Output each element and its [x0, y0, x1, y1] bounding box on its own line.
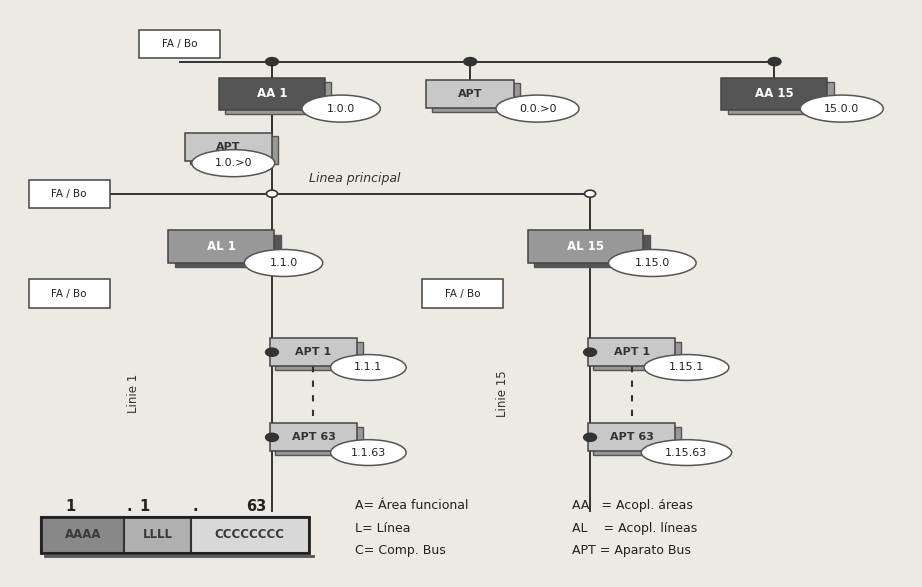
Text: 1: 1: [139, 498, 149, 514]
Ellipse shape: [800, 95, 883, 122]
Ellipse shape: [244, 249, 323, 276]
FancyBboxPatch shape: [431, 83, 519, 112]
FancyBboxPatch shape: [41, 517, 124, 553]
Text: 1.15.63: 1.15.63: [666, 447, 707, 458]
Ellipse shape: [330, 440, 406, 465]
Text: FA / Bo: FA / Bo: [162, 39, 197, 49]
Text: FA / Bo: FA / Bo: [52, 288, 87, 299]
Text: 1.15.1: 1.15.1: [668, 362, 704, 373]
FancyBboxPatch shape: [168, 230, 275, 263]
Text: .: .: [193, 498, 198, 514]
Text: 1.1.63: 1.1.63: [350, 447, 386, 458]
FancyBboxPatch shape: [527, 230, 644, 263]
Text: LLLL: LLLL: [143, 528, 172, 541]
Circle shape: [584, 348, 597, 356]
FancyBboxPatch shape: [728, 82, 833, 114]
Text: CCCCCCCC: CCCCCCCC: [215, 528, 285, 541]
Text: APT 1: APT 1: [613, 347, 650, 357]
Circle shape: [266, 58, 278, 66]
FancyBboxPatch shape: [721, 77, 828, 110]
Text: APT 63: APT 63: [291, 432, 336, 443]
Text: APT: APT: [458, 89, 482, 99]
Text: 15.0.0: 15.0.0: [824, 103, 859, 114]
FancyBboxPatch shape: [124, 517, 191, 553]
Text: APT = Aparato Bus: APT = Aparato Bus: [572, 544, 691, 557]
Circle shape: [464, 58, 477, 66]
Ellipse shape: [642, 440, 732, 465]
Circle shape: [768, 58, 781, 66]
FancyBboxPatch shape: [426, 80, 514, 108]
Ellipse shape: [192, 150, 275, 177]
Text: 1.1.1: 1.1.1: [354, 362, 383, 373]
FancyBboxPatch shape: [588, 423, 675, 451]
Text: AL    = Acopl. líneas: AL = Acopl. líneas: [572, 522, 697, 535]
Ellipse shape: [330, 355, 406, 380]
FancyBboxPatch shape: [29, 180, 110, 208]
Text: 1.0.0: 1.0.0: [327, 103, 355, 114]
FancyBboxPatch shape: [422, 279, 503, 308]
Ellipse shape: [496, 95, 579, 122]
Text: .: .: [126, 498, 132, 514]
Text: 0.0.>0: 0.0.>0: [519, 103, 556, 114]
Text: Linie 1: Linie 1: [127, 374, 140, 413]
Text: Linea principal: Linea principal: [309, 172, 401, 185]
FancyBboxPatch shape: [184, 133, 273, 161]
FancyBboxPatch shape: [29, 279, 110, 308]
FancyBboxPatch shape: [270, 423, 358, 451]
Text: APT: APT: [217, 141, 241, 152]
Text: 1.15.0: 1.15.0: [634, 258, 670, 268]
Text: AA 1: AA 1: [256, 87, 288, 100]
Text: APT 1: APT 1: [295, 347, 332, 357]
Text: 1: 1: [65, 498, 76, 514]
Text: FA / Bo: FA / Bo: [445, 288, 480, 299]
FancyBboxPatch shape: [270, 338, 358, 366]
Text: AAAA: AAAA: [65, 528, 101, 541]
Text: L= Línea: L= Línea: [355, 522, 410, 535]
FancyBboxPatch shape: [139, 30, 220, 58]
FancyBboxPatch shape: [191, 517, 309, 553]
Text: A= Área funcional: A= Área funcional: [355, 499, 468, 512]
Text: 63: 63: [245, 498, 266, 514]
FancyBboxPatch shape: [276, 342, 363, 370]
FancyBboxPatch shape: [535, 234, 649, 266]
FancyBboxPatch shape: [276, 427, 363, 455]
Ellipse shape: [302, 95, 380, 122]
FancyBboxPatch shape: [594, 342, 680, 370]
Text: AL 1: AL 1: [207, 240, 236, 253]
Text: 1.0.>0: 1.0.>0: [215, 158, 252, 168]
Text: AA 15: AA 15: [755, 87, 794, 100]
Circle shape: [266, 348, 278, 356]
FancyBboxPatch shape: [594, 427, 680, 455]
Ellipse shape: [609, 249, 696, 276]
Text: 1.1.0: 1.1.0: [269, 258, 298, 268]
FancyBboxPatch shape: [588, 338, 675, 366]
FancyBboxPatch shape: [175, 234, 280, 266]
Text: AA   = Acopl. áreas: AA = Acopl. áreas: [572, 499, 692, 512]
Text: Linie 15: Linie 15: [496, 370, 509, 417]
Circle shape: [584, 433, 597, 441]
Circle shape: [585, 190, 596, 197]
Ellipse shape: [644, 355, 729, 380]
FancyBboxPatch shape: [190, 136, 278, 164]
Text: AL 15: AL 15: [567, 240, 604, 253]
FancyBboxPatch shape: [225, 82, 331, 114]
Text: C= Comp. Bus: C= Comp. Bus: [355, 544, 445, 557]
Circle shape: [266, 190, 278, 197]
Text: FA / Bo: FA / Bo: [52, 188, 87, 199]
Circle shape: [266, 433, 278, 441]
Text: APT 63: APT 63: [609, 432, 654, 443]
FancyBboxPatch shape: [219, 77, 325, 110]
